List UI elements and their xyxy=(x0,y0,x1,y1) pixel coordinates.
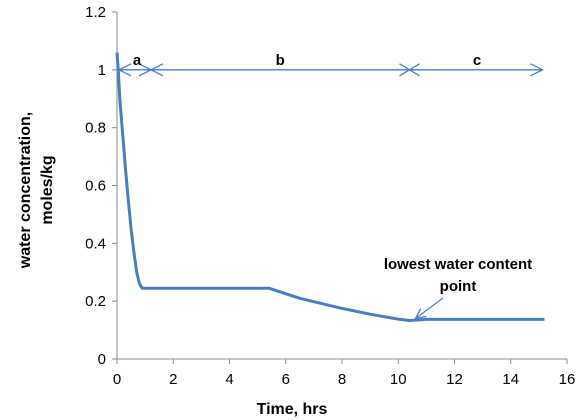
phase-label-b: b xyxy=(276,52,285,69)
x-tick-label: 12 xyxy=(446,371,463,388)
y-tick-label: 1 xyxy=(98,62,106,79)
x-axis-title: Time, hrs xyxy=(257,401,328,418)
phase-arrowhead xyxy=(117,63,132,77)
phase-arrowhead xyxy=(530,63,544,77)
tick-labels: 0 0.2 0.4 0.6 0.8 1 1.2 0 2 4 6 8 10 12 14 16 xyxy=(85,4,575,388)
axes xyxy=(112,11,568,364)
phase-arrowhead xyxy=(149,63,164,77)
annotation-layer: lowest water content point xyxy=(384,256,532,320)
x-tick-label: 8 xyxy=(338,371,346,388)
phase-label-a: a xyxy=(133,52,142,69)
y-tick-label: 1.2 xyxy=(85,4,106,21)
phase-label-c: c xyxy=(473,52,481,69)
x-tick-label: 0 xyxy=(113,371,121,388)
annotation-line-1: lowest water content xyxy=(384,256,532,273)
annotation-line-2: point xyxy=(440,278,477,295)
x-tick-label: 2 xyxy=(169,371,177,388)
phase-arrows: a b c xyxy=(117,52,544,77)
x-tick-label: 10 xyxy=(390,371,407,388)
x-tick-label: 14 xyxy=(502,371,519,388)
y-tick-label: 0.2 xyxy=(85,293,106,310)
y-axis-title-line-1: water concentration, xyxy=(17,112,34,269)
x-tick-label: 6 xyxy=(282,371,290,388)
axis-titles: Time, hrs water concentration, moles/kg xyxy=(17,112,328,418)
series-line xyxy=(115,52,545,322)
y-axis-title-line-2: moles/kg xyxy=(39,155,56,224)
y-tick-label: 0.6 xyxy=(85,178,106,195)
phase-boundary-marker xyxy=(399,63,420,77)
y-tick-label: 0.4 xyxy=(85,235,106,252)
x-tick-label: 16 xyxy=(559,371,576,388)
annotation-arrowhead xyxy=(414,308,427,320)
y-tick-label: 0.8 xyxy=(85,120,106,137)
series-layer xyxy=(115,52,545,322)
x-tick-label: 4 xyxy=(225,371,233,388)
y-tick-label: 0 xyxy=(98,351,106,368)
annotation-arrow xyxy=(415,297,444,320)
y-axis-title: water concentration, moles/kg xyxy=(17,112,56,269)
